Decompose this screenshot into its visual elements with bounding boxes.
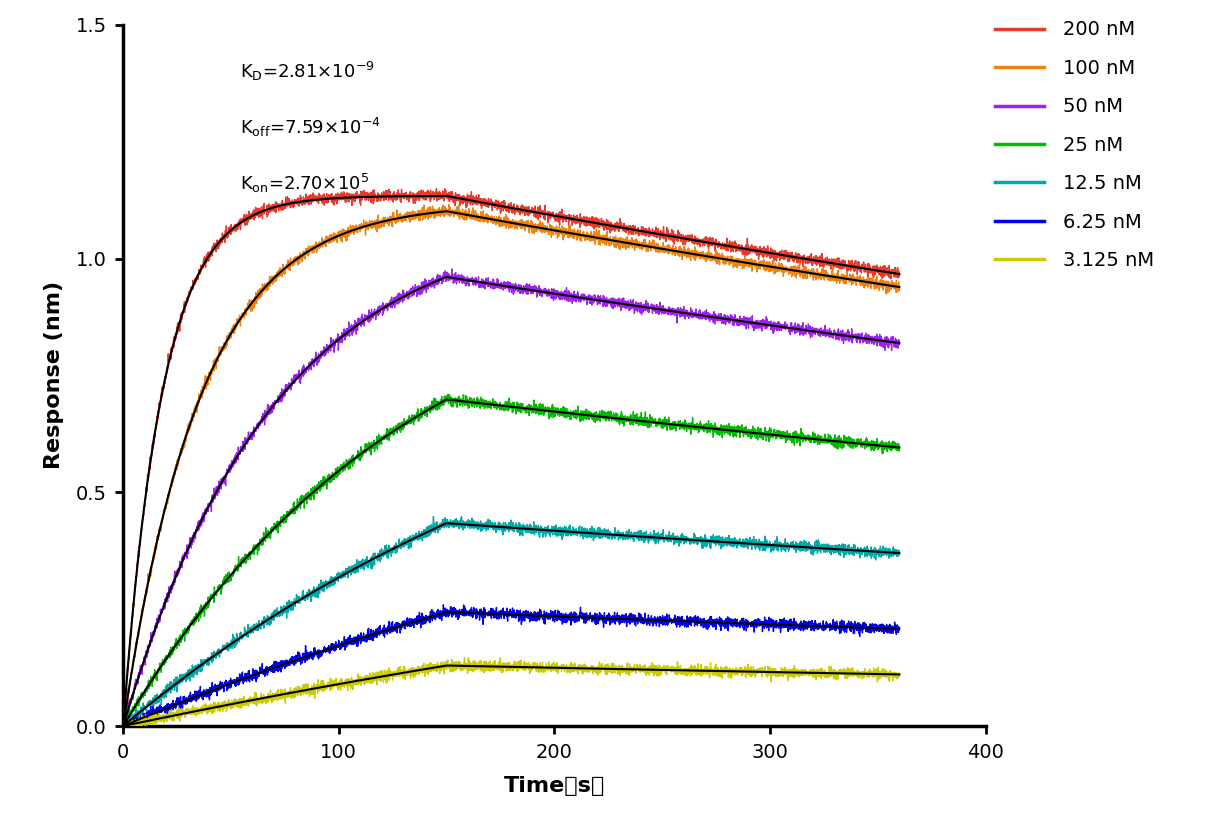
Legend: 200 nM, 100 nM, 50 nM, 25 nM, 12.5 nM, 6.25 nM, 3.125 nM: 200 nM, 100 nM, 50 nM, 25 nM, 12.5 nM, 6… (995, 21, 1154, 270)
Y-axis label: Response (nm): Response (nm) (44, 281, 64, 469)
X-axis label: Time（s）: Time（s） (504, 776, 605, 795)
Text: $\mathrm{K_{off}}$=7.59×10$^{-4}$: $\mathrm{K_{off}}$=7.59×10$^{-4}$ (240, 116, 381, 139)
Text: $\mathrm{K_D}$=2.81×10$^{-9}$: $\mathrm{K_D}$=2.81×10$^{-9}$ (240, 60, 375, 83)
Text: $\mathrm{K_{on}}$=2.70×10$^{5}$: $\mathrm{K_{on}}$=2.70×10$^{5}$ (240, 172, 368, 195)
